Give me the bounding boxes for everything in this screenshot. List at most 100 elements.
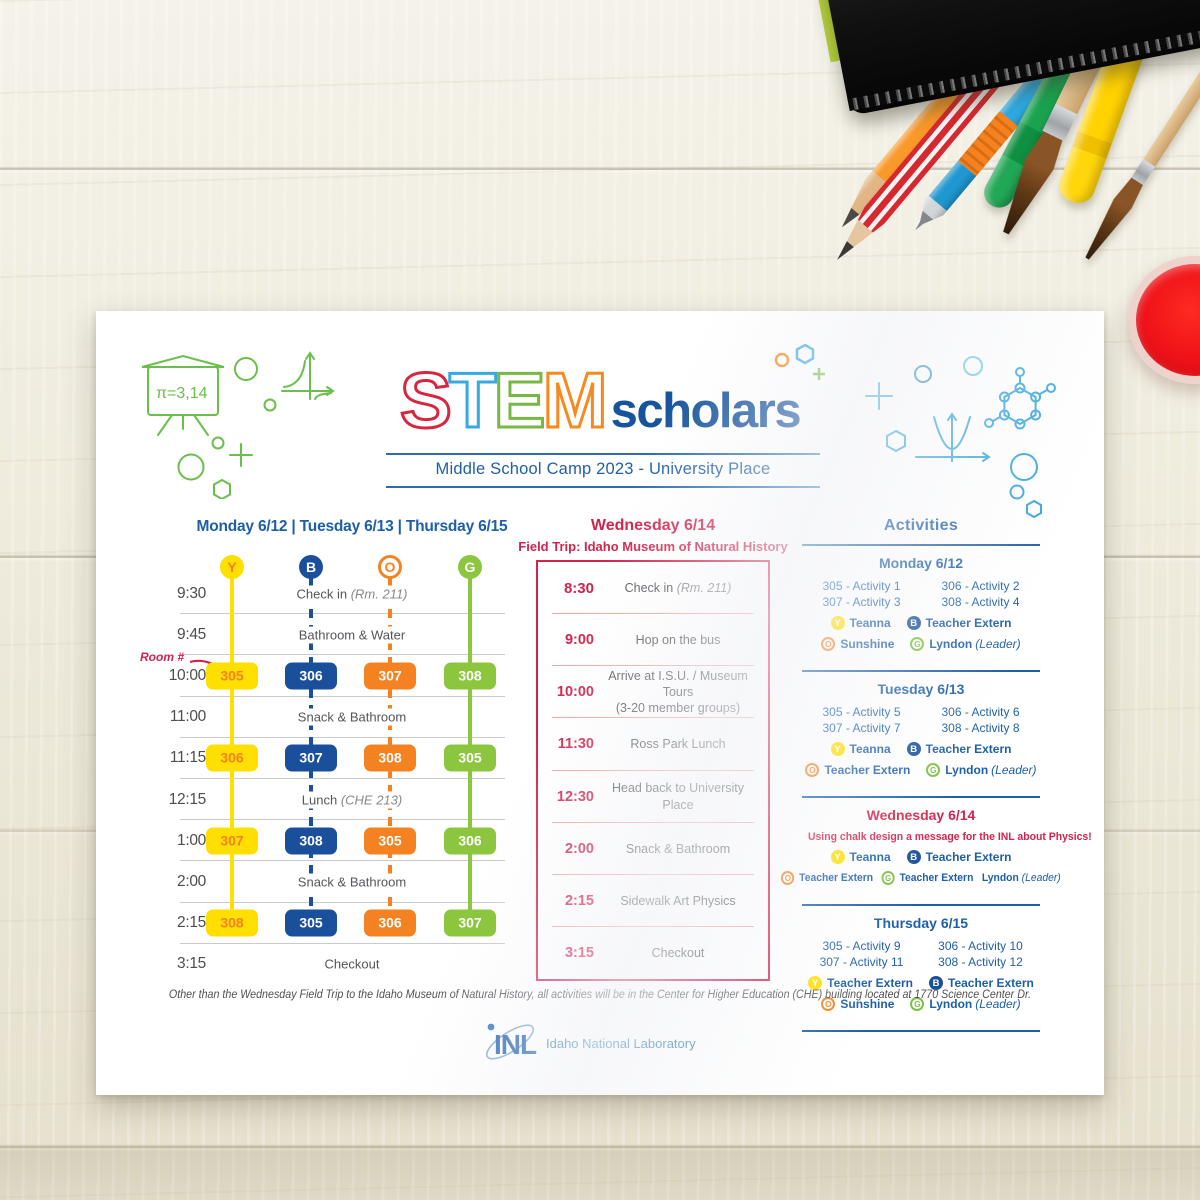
room-activity-assignments: 305 - Activity 9 306 - Activity 10 307 - A… [802, 939, 1040, 969]
activities-section: Monday 6/12 305 - Activity 1 306 - Activit… [802, 546, 1040, 661]
group-badge-Y: Y [830, 742, 845, 756]
left-days-heading: Monday 6/12 | Tuesday 6/13 | Thursday 6/… [196, 518, 508, 535]
field-trip-time: 12:30 [556, 788, 594, 805]
activities-separator [802, 670, 1040, 672]
field-trip-time: 9:00 [564, 632, 594, 649]
staff-name: Teacher Extern [925, 742, 1012, 756]
staff-name: Sunshine [840, 637, 895, 651]
assignment: 305 - Activity 1 [822, 579, 901, 593]
wednesday-heading: Wednesday 6/14 [590, 517, 716, 534]
staff-member: B Teacher Extern [906, 742, 1012, 756]
field-trip-text-line2: (3-20 member groups) [615, 701, 741, 716]
event-label: Lunch (CHE 213) [230, 791, 474, 809]
event-room-note: (CHE 213) [340, 792, 403, 808]
schedule-row: 9:45 Bathroom & Water [170, 614, 505, 656]
time-label: 1:00 [177, 831, 206, 849]
time-label: 9:30 [177, 584, 206, 602]
staff-member: O Teacher Extern [781, 871, 873, 885]
field-trip-time: 2:00 [564, 840, 594, 857]
staff-name: Teacher Extern [925, 616, 1012, 630]
staff-member: B Teacher Extern [929, 976, 1034, 990]
red-paint-pot [1128, 256, 1200, 384]
staff-note: (Leader) [975, 997, 1021, 1011]
time-label: 11:15 [169, 749, 206, 767]
activities-section: Thursday 6/15 305 - Activity 9 306 - Activ… [802, 906, 1040, 1021]
timeline: 9:30 Check in (Rm. 211) 9:45 Bathroom & Wat… [169, 543, 505, 987]
field-trip-row: 10:00 Arrive at I.S.U. / Museum Tours (3-2… [538, 666, 768, 719]
stem-letter-M: M [541, 356, 609, 444]
schedule-row: 12:15 Lunch (CHE 213) [169, 779, 505, 821]
activities-column: Activities Monday 6/12 305 - Activity 1 30… [781, 517, 1092, 1032]
field-trip-label: Head back to University Place [594, 780, 768, 813]
camp-subtitle: Middle School Camp 2023 - University Pla… [386, 453, 820, 488]
activities-separator [802, 904, 1040, 906]
staff-member: Y Teanna [830, 850, 891, 864]
group-badge-G: G [926, 763, 941, 777]
wood-plank-seam [0, 1146, 1200, 1148]
group-badge-G: G [881, 871, 895, 885]
activities-heading: Activities [883, 517, 959, 534]
field-trip-text: Checkout [651, 945, 705, 960]
staff-line: O Teacher Extern G Lyndon (Leader) [802, 763, 1040, 777]
staff-member: G Lyndon (Leader) [910, 637, 1021, 651]
staff-member: G Teacher Extern [881, 871, 973, 885]
room-pill: 306 [364, 909, 416, 937]
assignment: 307 - Activity 7 [822, 721, 901, 735]
staff-name: Lyndon [945, 763, 989, 777]
field-trip-label: Checkout [594, 945, 768, 961]
footer-note: Other than the Wednesday Field Trip to t… [168, 989, 1032, 1001]
room-activity-assignments: 305 - Activity 1 306 - Activity 2 307 - Ac… [802, 579, 1040, 609]
field-trip-text: Ross Park Lunch [630, 737, 726, 752]
time-label: 3:15 [177, 955, 206, 973]
staff-member: Y Teanna [830, 742, 891, 756]
room-pill: 307 [206, 827, 258, 855]
field-trip-time: 2:15 [564, 892, 594, 909]
staff-note: (Leader) [1021, 872, 1061, 884]
staff-member: O Sunshine [821, 637, 894, 651]
staff-line: O Sunshine G Lyndon (Leader) [802, 637, 1040, 651]
stem-letters: STEM [398, 360, 609, 441]
schedule-row: 11:00 Snack & Bathroom [170, 697, 505, 738]
inl-logo: INL Idaho National Laboratory [96, 1017, 1104, 1065]
event-text: Snack & Bathroom [288, 708, 416, 726]
field-trip-label: Check in (Rm. 211) [594, 580, 768, 596]
group-badge-B: B [906, 742, 921, 756]
orbit-dot-icon [487, 1023, 495, 1031]
field-trip-label: Arrive at I.S.U. / Museum Tours (3-20 mem… [594, 668, 768, 717]
staff-member: Lyndon (Leader) [982, 872, 1061, 884]
activities-day-heading: Thursday 6/15 [873, 915, 969, 931]
staff-line: O Teacher Extern G Teacher Extern Lyndon (Lea… [781, 871, 1061, 885]
event-room-note: (Rm. 211) [350, 586, 408, 602]
time-label: 9:45 [177, 625, 206, 643]
divider [802, 544, 1040, 546]
event-text: Checkout [315, 955, 389, 973]
staff-line: Y Teanna B Teacher Extern [802, 616, 1040, 630]
room-pill: 305 [206, 662, 258, 690]
field-trip-row: 8:30 Check in (Rm. 211) [538, 562, 768, 615]
field-trip-text: Head back to University Place [611, 781, 744, 812]
time-label: 10:00 [168, 666, 207, 684]
time-label: 2:15 [177, 914, 206, 932]
staff-note: (Leader) [975, 637, 1021, 651]
room-pill: 308 [206, 909, 258, 937]
staff-name: Lyndon [981, 872, 1019, 884]
staff-name: Teacher Extern [948, 976, 1034, 990]
field-trip-time: 8:30 [563, 579, 594, 597]
group-badge-O: O [781, 871, 795, 885]
staff-member: B Teacher Extern [906, 850, 1012, 864]
staff-name: Lyndon [929, 637, 973, 651]
wood-plank-seam [0, 168, 1200, 170]
activities-day-heading: Tuesday 6/13 [877, 681, 965, 697]
staff-name: Teacher Extern [925, 850, 1012, 864]
staff-name: Lyndon [929, 997, 973, 1011]
room-pill: 307 [364, 662, 416, 690]
schedule-row: 1:00 307 308 305 306 [170, 820, 505, 862]
group-badge-G: G [910, 637, 925, 651]
event-text: Snack & Bathroom [288, 873, 416, 891]
time-label: 11:00 [169, 708, 206, 726]
field-trip-row: 12:30 Head back to University Place [538, 771, 768, 823]
activities-section: Tuesday 6/13 305 - Activity 5 306 - Activi… [802, 672, 1040, 787]
field-trip-label: Snack & Bathroom [594, 841, 768, 857]
field-trip-text: Hop on the bus [635, 633, 721, 648]
